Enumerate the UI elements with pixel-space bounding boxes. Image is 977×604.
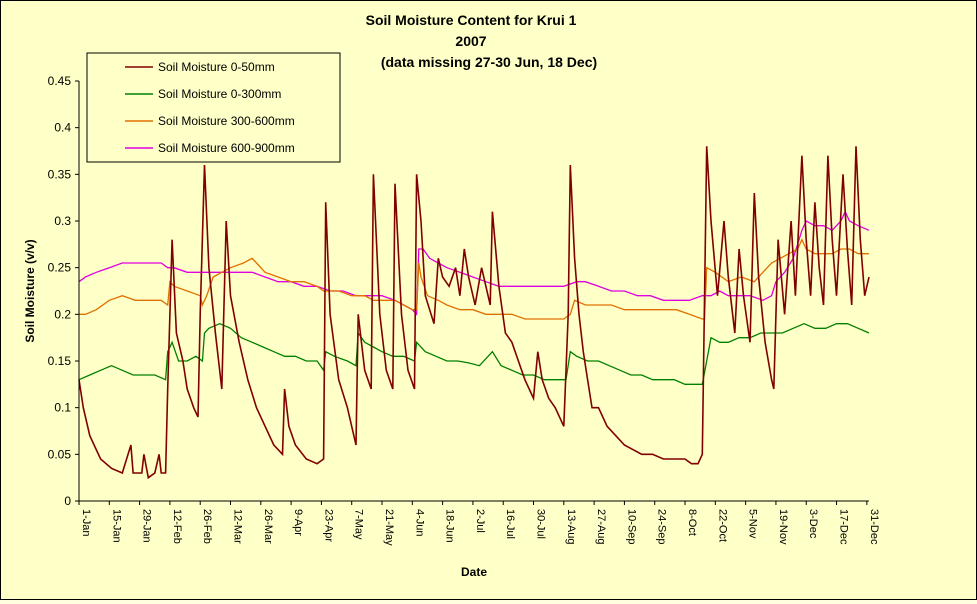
x-axis-label: Date [461,565,487,579]
y-tick-label: 0.2 [54,307,71,321]
chart-title-group: Soil Moisture Content for Krui 1 2007 (d… [366,12,598,70]
series-line-3 [79,238,869,320]
chart-title: Soil Moisture Content for Krui 1 [366,12,577,28]
y-axis: 0 0.05 0.1 0.15 0.2 0.25 0.3 0.35 0.4 0.45 [48,74,80,508]
x-tick-label: 24-Sep [656,509,668,544]
x-tick-label: 4-Jun [413,509,425,537]
y-tick-label: 0.3 [54,214,71,228]
x-tick-label: 27-Aug [595,509,607,544]
y-tick-label: 0.15 [48,354,72,368]
x-tick-label: 26-Feb [201,509,213,544]
x-tick-label: 13-Aug [565,509,577,544]
series-line-4 [78,210,870,316]
x-tick-label: 21-May [383,509,395,546]
legend-label: Soil Moisture 0-50mm [158,60,275,74]
y-axis-label: Soil Moisture (v/v) [23,239,37,342]
x-tick-label: 9-Apr [292,509,304,536]
x-tick-label: 3-Dec [807,509,819,539]
legend-label: Soil Moisture 300-600mm [158,114,295,128]
x-tick-label: 1-Jan [80,509,92,537]
chart-legend: Soil Moisture 0-50mm Soil Moisture 0-300m… [86,52,341,163]
legend-label: Soil Moisture 0-300mm [158,87,281,101]
x-tick-label: 16-Jul [504,509,516,539]
series-line-2 [78,322,870,385]
x-tick-label: 5-Nov [747,509,759,539]
y-tick-label: 0.35 [48,167,72,181]
x-tick-label: 7-May [353,509,365,540]
x-tick-label: 8-Oct [686,509,698,536]
y-tick-label: 0.25 [48,261,72,275]
x-tick-label: 22-Oct [716,509,728,542]
y-tick-label: 0.4 [54,121,71,135]
x-tick-label: 2-Jul [474,509,486,533]
y-tick-label: 0 [64,494,71,508]
x-tick-label: 12-Feb [171,509,183,544]
series-line-1 [78,146,870,480]
x-tick-label: 31-Dec [868,509,880,545]
x-tick-label: 12-Mar [232,509,244,544]
chart-subtitle-year: 2007 [455,33,486,49]
x-tick-label: 19-Nov [777,509,789,545]
x-axis: 1-Jan 15-Jan 29-Jan 12-Feb 26-Feb 12-Mar 26-Ma… [78,500,880,546]
x-tick-label: 30-Jul [535,509,547,539]
x-tick-label: 15-Jan [110,509,122,543]
x-tick-label: 17-Dec [838,509,850,545]
x-tick-label: 23-Apr [322,509,334,542]
x-tick-label: 26-Mar [262,509,274,544]
legend-box [86,52,341,163]
y-tick-label: 0.45 [48,74,72,88]
x-tick-label: 10-Sep [625,509,637,544]
legend-label: Soil Moisture 600-900mm [158,141,295,155]
y-tick-label: 0.05 [48,447,72,461]
plot-area [78,146,870,480]
y-tick-label: 0.1 [54,401,71,415]
chart-subtitle-note: (data missing 27-30 Jun, 18 Dec) [381,54,597,70]
x-tick-label: 18-Jun [444,509,456,543]
x-tick-label: 29-Jan [141,509,153,543]
